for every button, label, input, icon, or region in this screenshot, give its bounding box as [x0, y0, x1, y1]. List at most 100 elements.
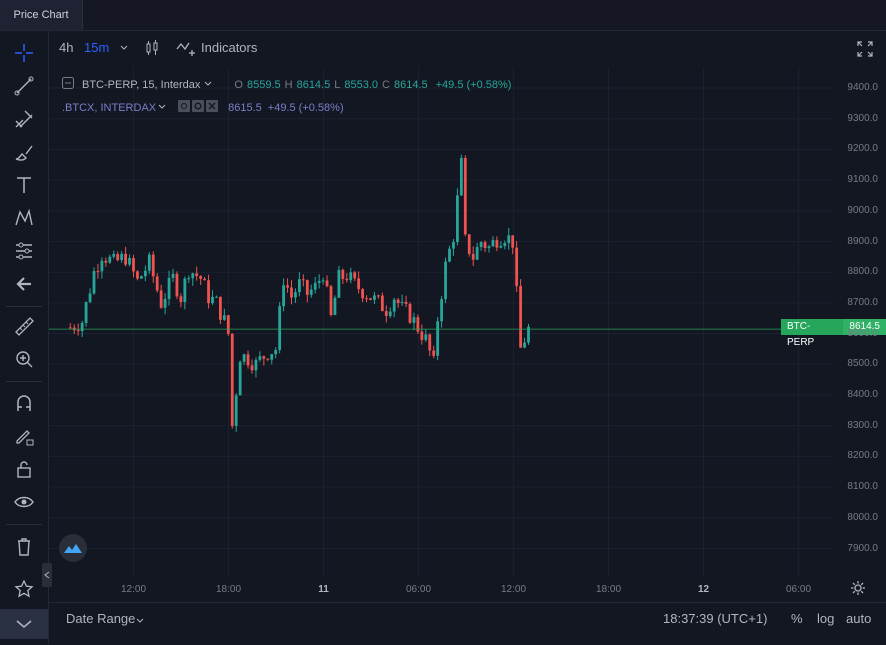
- candle: [448, 248, 451, 262]
- candle: [187, 278, 191, 280]
- candle: [463, 158, 467, 235]
- legend-symbol[interactable]: BTC-PERP, 15, Interdax: [82, 78, 201, 91]
- x-tick-label: 12:00: [500, 584, 527, 595]
- candles-icon[interactable]: [143, 39, 161, 60]
- candle: [112, 254, 116, 257]
- interval-4h[interactable]: 4h: [59, 40, 74, 55]
- chevron-down-icon[interactable]: [119, 41, 129, 56]
- candle: [523, 342, 526, 348]
- time-axis[interactable]: 12:00 18:00 11 06:00 12:00 18:00 12 06:00: [49, 576, 832, 602]
- candle: [499, 246, 503, 248]
- candle: [132, 257, 135, 272]
- legend-low-label: L: [334, 78, 341, 91]
- magnet-icon[interactable]: [8, 389, 40, 417]
- zoom-in-icon[interactable]: [8, 345, 40, 373]
- log-toggle[interactable]: log: [817, 611, 835, 626]
- unlock-icon[interactable]: [8, 455, 40, 483]
- brush-icon[interactable]: [8, 138, 40, 166]
- forecast-icon[interactable]: [8, 237, 40, 265]
- price-chart[interactable]: [49, 67, 832, 576]
- y-tick-label: 8500.0: [847, 358, 878, 370]
- y-tick-label: 8700.0: [847, 296, 878, 308]
- legend-high: 8614.5: [296, 78, 331, 91]
- collapse-panel-button[interactable]: [42, 563, 52, 587]
- bottom-bar: Date Range 18:37:39 (UTC+1) % log auto: [49, 602, 886, 645]
- tab-bar: Price Chart: [0, 0, 886, 31]
- candle: [298, 279, 301, 293]
- candle: [507, 235, 511, 243]
- ruler-icon[interactable]: [8, 312, 40, 340]
- remove-series-icon[interactable]: [206, 100, 219, 115]
- trash-icon[interactable]: [8, 532, 40, 560]
- fullscreen-icon[interactable]: [857, 41, 873, 60]
- logo-icon[interactable]: [59, 534, 87, 562]
- candle: [377, 295, 380, 297]
- price-axis[interactable]: 9400.0 9300.0 9200.0 9100.0 9000.0 8900.0 8800…: [832, 67, 886, 576]
- candle: [519, 286, 522, 348]
- candle: [76, 330, 80, 332]
- candle: [515, 247, 519, 287]
- candle: [301, 279, 305, 281]
- indicators-icon[interactable]: [175, 39, 197, 60]
- tab-price-chart[interactable]: Price Chart: [0, 0, 83, 30]
- chevron-down-icon[interactable]: [158, 102, 166, 114]
- pattern-icon[interactable]: [8, 204, 40, 232]
- toolbar-divider: [6, 381, 42, 382]
- chart-pane[interactable]: [49, 67, 832, 576]
- compare-symbol[interactable]: .BTCX, INTERDAX: [62, 101, 157, 114]
- pitchfork-icon[interactable]: [8, 105, 40, 133]
- axis-settings-icon[interactable]: [850, 580, 866, 601]
- candle: [341, 269, 345, 279]
- candle: [254, 359, 258, 371]
- y-tick-label: 7900.0: [847, 542, 878, 554]
- percent-toggle[interactable]: %: [791, 611, 803, 626]
- collapse-toolbar-button[interactable]: [0, 609, 48, 639]
- text-icon[interactable]: [8, 171, 40, 199]
- candle: [357, 278, 361, 290]
- date-range-button[interactable]: Date Range: [66, 611, 136, 626]
- candle: [270, 354, 274, 360]
- chevron-down-icon[interactable]: [204, 79, 212, 91]
- clock-time[interactable]: 18:37:39 (UTC+1): [663, 611, 768, 626]
- candle: [471, 253, 475, 260]
- y-tick-label: 9400.0: [847, 82, 878, 93]
- trend-line-icon[interactable]: [8, 72, 40, 100]
- collapse-legend-icon[interactable]: [62, 77, 74, 92]
- x-tick-label: 12: [697, 584, 710, 595]
- interval-15m[interactable]: 15m: [84, 40, 110, 55]
- candle: [199, 276, 203, 279]
- candle: [124, 253, 127, 265]
- candle: [120, 253, 124, 261]
- candle: [373, 295, 376, 300]
- candle: [207, 280, 210, 304]
- candle: [345, 278, 349, 281]
- x-tick-label: 06:00: [785, 584, 812, 595]
- legend-change: +49.5 (+0.58%): [435, 78, 512, 91]
- candle: [286, 285, 289, 288]
- price-tag-value: 8614.5: [843, 319, 886, 335]
- crosshair-icon[interactable]: [8, 39, 40, 67]
- lock-drawing-icon[interactable]: [8, 422, 40, 450]
- candle: [215, 296, 218, 298]
- candle: [290, 287, 293, 298]
- candle: [503, 242, 507, 247]
- x-tick-label: 18:00: [595, 584, 622, 595]
- chevron-down-icon[interactable]: [135, 613, 145, 631]
- auto-toggle[interactable]: auto: [846, 611, 872, 626]
- legend-close: 8614.5: [393, 78, 428, 91]
- candle: [246, 354, 250, 366]
- candle: [483, 242, 487, 249]
- last-price-tag: BTC-PERP 8614.5: [781, 319, 886, 348]
- arrow-left-icon[interactable]: [8, 270, 40, 298]
- eye-icon[interactable]: [8, 488, 40, 516]
- star-icon[interactable]: [8, 575, 40, 603]
- hide-series-icon[interactable]: [178, 100, 191, 115]
- candle: [467, 234, 471, 254]
- candle: [475, 247, 479, 260]
- settings-icon[interactable]: [192, 100, 205, 115]
- indicators-button[interactable]: Indicators: [201, 40, 258, 55]
- candle: [321, 280, 325, 282]
- candle: [440, 299, 443, 322]
- candle: [159, 290, 163, 308]
- y-tick-label: 9100.0: [847, 174, 878, 186]
